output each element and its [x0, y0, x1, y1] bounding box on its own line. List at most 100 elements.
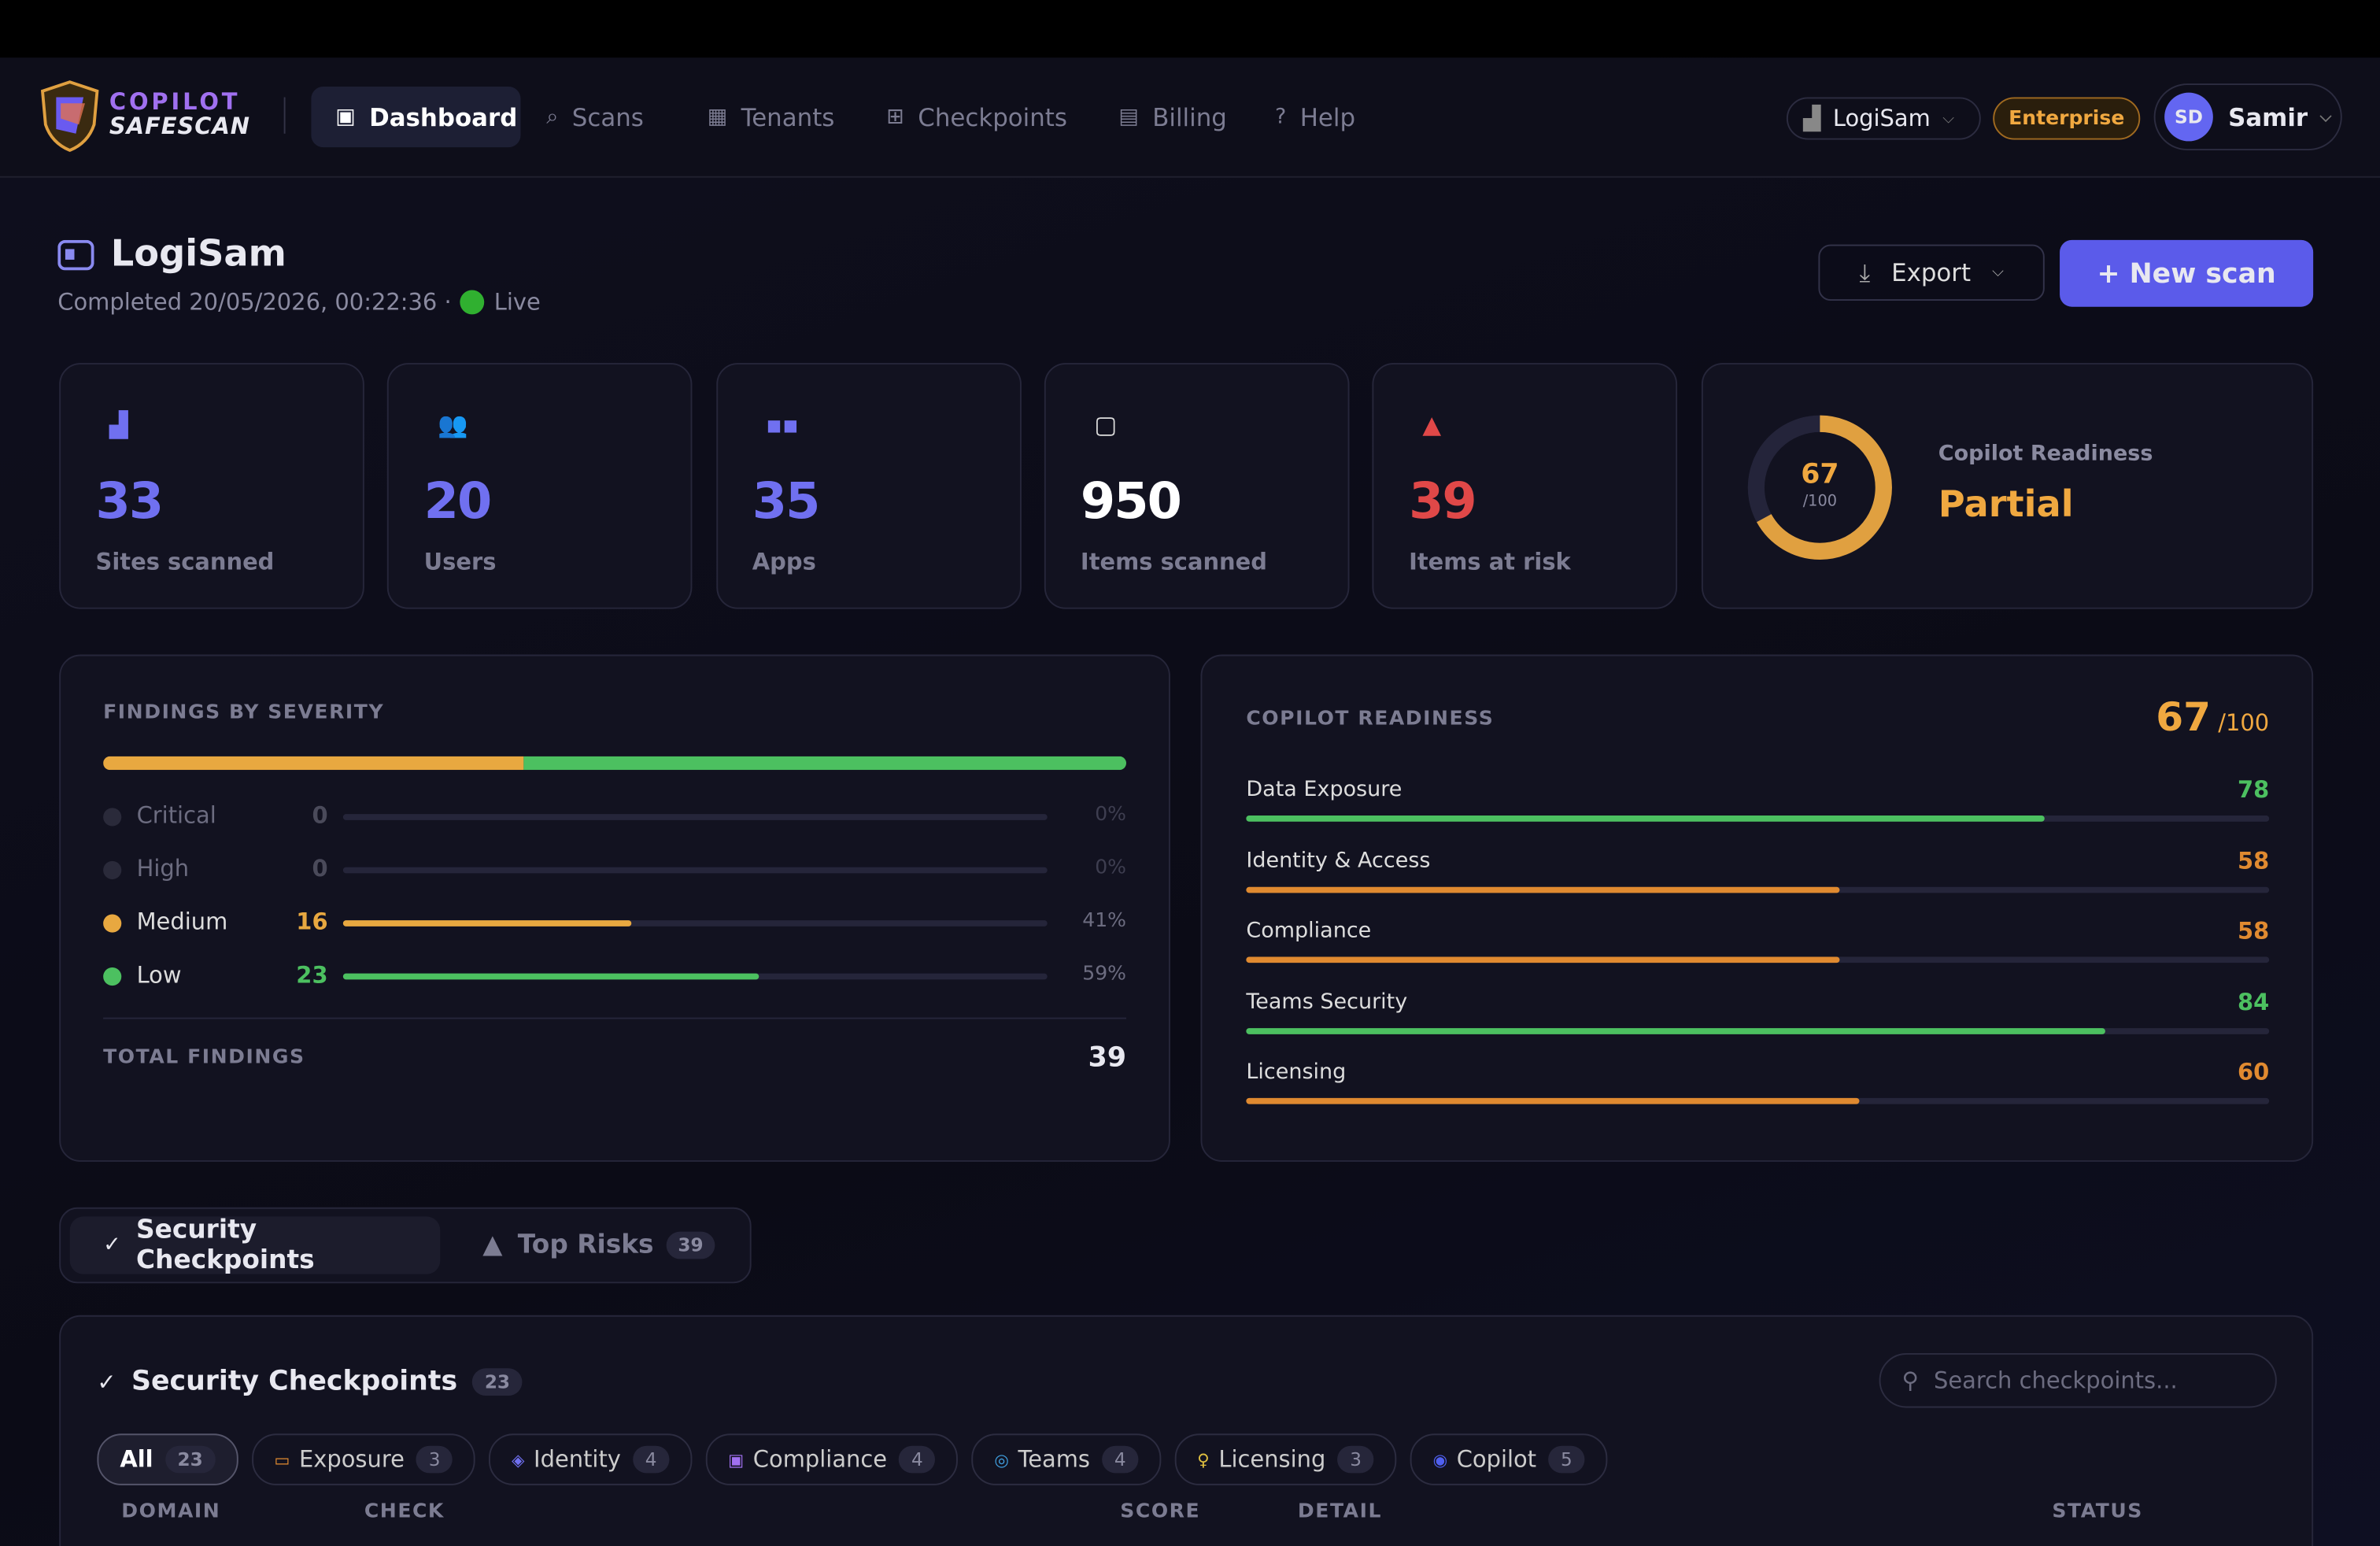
icon: ▟: [1803, 105, 1821, 132]
tab[interactable]: ▲ Top Risks 39: [482, 1216, 716, 1274]
nav-item[interactable]: ▣ Dashboard: [311, 86, 521, 148]
severity-count: 16: [296, 908, 328, 936]
severity-count: 0: [312, 801, 328, 830]
export-button[interactable]: ⤓ Export ⌵: [1818, 244, 2045, 301]
nav-item[interactable]: ▤ Billing: [1118, 87, 1227, 147]
title-icon: [57, 239, 94, 271]
user-menu[interactable]: SD Samir ⌵: [2153, 83, 2342, 151]
nav-label: Help: [1299, 102, 1356, 131]
checkpoints-panel: ✓ Security Checkpoints 23 ⚲ Search checkpoi…: [59, 1315, 2314, 1546]
tabs: ✓ Security Checkpoints ▲ Top Risks 39: [59, 1207, 752, 1284]
filter-chip[interactable]: ▣ Compliance 4: [705, 1433, 959, 1485]
stat-value: 39: [1409, 471, 1477, 531]
readiness-card: 67 /100 Copilot Readiness Partial: [1701, 363, 2314, 609]
status: Live: [493, 288, 541, 316]
readiness-name: Teams Security: [1246, 989, 1408, 1015]
search-placeholder: Search checkpoints...: [1933, 1367, 2178, 1395]
readiness-name: Data Exposure: [1246, 777, 1402, 802]
severity-name: Critical: [136, 801, 216, 830]
search-box[interactable]: ⚲ Search checkpoints...: [1879, 1353, 2277, 1408]
nav-item[interactable]: ? Help: [1275, 87, 1355, 147]
readiness-fill: [1246, 886, 1840, 893]
filter-count: 3: [1337, 1445, 1374, 1474]
severity-pct: 0%: [1095, 803, 1126, 827]
tab-label: Top Risks: [517, 1230, 654, 1261]
nav-item[interactable]: ▦ Tenants: [708, 87, 835, 147]
stat-card: ▲ 39 Items at risk: [1372, 363, 1678, 609]
stat-label: Items scanned: [1080, 548, 1267, 576]
readiness-panel: COPILOT READINESS 67 /100 Data Exposure 7…: [1200, 654, 2314, 1162]
tab-label: Security Checkpoints: [136, 1215, 315, 1276]
filter-chip[interactable]: ◉ Copilot 5: [1410, 1433, 1608, 1485]
subtitle: Completed 20/05/2026, 00:22:36 · Live: [57, 289, 541, 316]
total-label: TOTAL FINDINGS: [103, 1046, 305, 1070]
icon: ⊞: [886, 105, 904, 129]
column-header: DETAIL: [1297, 1500, 1382, 1524]
filter-count: 23: [165, 1445, 216, 1474]
divider: [283, 97, 286, 134]
filter-chip[interactable]: All 23: [97, 1433, 238, 1485]
filter-count: 3: [416, 1445, 453, 1474]
new-scan-button[interactable]: + New scan: [2060, 239, 2314, 307]
chevron: ⌵: [1942, 109, 1954, 128]
filter-chip[interactable]: ▭ Exposure 3: [251, 1433, 475, 1485]
nav-label: Scans: [571, 102, 644, 131]
icon: ▲: [482, 1230, 503, 1261]
severity-pct: 0%: [1095, 856, 1126, 880]
stat-label: Sites scanned: [95, 548, 275, 576]
checkpoints-header: ✓ Security Checkpoints 23: [97, 1365, 523, 1397]
severity-pct: 41%: [1082, 909, 1126, 933]
column-header: CHECK: [364, 1500, 445, 1524]
tab-active[interactable]: ✓ Security Checkpoints: [69, 1215, 441, 1276]
user: Samir: [2228, 102, 2308, 131]
severity-dot: [103, 808, 122, 827]
completed: Completed 20/05/2026, 00:22:36 ·: [57, 288, 452, 316]
severity-dot: [103, 914, 122, 933]
divider: [103, 1017, 1126, 1019]
icon: ▣: [335, 105, 356, 129]
stat-card: ▪▪ 35 Apps: [715, 363, 1022, 609]
chevron: ⌵: [1992, 264, 2004, 281]
severity-track: [342, 867, 1048, 874]
severity-fill: [342, 920, 632, 926]
filter-label: Compliance: [752, 1445, 888, 1474]
filter-chip[interactable]: ◈ Identity 4: [489, 1433, 692, 1485]
stat-label: Users: [423, 548, 497, 576]
brand-top: COPILOT: [109, 87, 241, 116]
column-header: STATUS: [2052, 1500, 2143, 1524]
severity-name: Low: [136, 961, 182, 989]
icon: ◈: [512, 1449, 525, 1470]
nav-label: Tenants: [741, 102, 835, 131]
logo: [40, 80, 99, 152]
donut-score: 67: [1801, 458, 1839, 491]
export: Export: [1891, 257, 1972, 287]
stat-icon: 👥: [438, 409, 468, 439]
tenant-select[interactable]: ▟ LogiSam ⌵: [1786, 97, 1981, 140]
severity-count: 0: [312, 855, 328, 882]
filter-label: Teams: [1018, 1445, 1090, 1474]
readiness-track: [1246, 956, 2270, 963]
icon: ◉: [1432, 1449, 1448, 1470]
readiness-value: 84: [2237, 988, 2270, 1016]
filter-label: Licensing: [1218, 1445, 1326, 1474]
severity-pct: 59%: [1082, 963, 1126, 986]
icon: ⤓: [1859, 257, 1871, 287]
stat-icon: ▟: [109, 409, 128, 439]
filter-label: Identity: [534, 1445, 621, 1474]
filter-chip[interactable]: ♀ Licensing 3: [1174, 1433, 1397, 1485]
filter-count: 4: [1102, 1445, 1139, 1474]
max: /100: [2218, 708, 2270, 737]
nav-item[interactable]: ⌕ Scans: [546, 87, 644, 147]
readiness-status: Partial: [1938, 483, 2074, 526]
readiness-track: [1246, 886, 2270, 893]
readiness-value: 58: [2237, 846, 2270, 875]
severity-panel: FINDINGS BY SEVERITY TOTAL FINDINGS 39 C…: [59, 654, 1170, 1162]
nav-label: Checkpoints: [918, 102, 1067, 131]
filter-chip[interactable]: ◎ Teams 4: [971, 1433, 1161, 1485]
stat-card: ▢ 950 Items scanned: [1044, 363, 1350, 609]
nav-item[interactable]: ⊞ Checkpoints: [886, 87, 1067, 147]
stat-label: Apps: [752, 548, 816, 576]
readiness-name: Compliance: [1246, 919, 1372, 944]
